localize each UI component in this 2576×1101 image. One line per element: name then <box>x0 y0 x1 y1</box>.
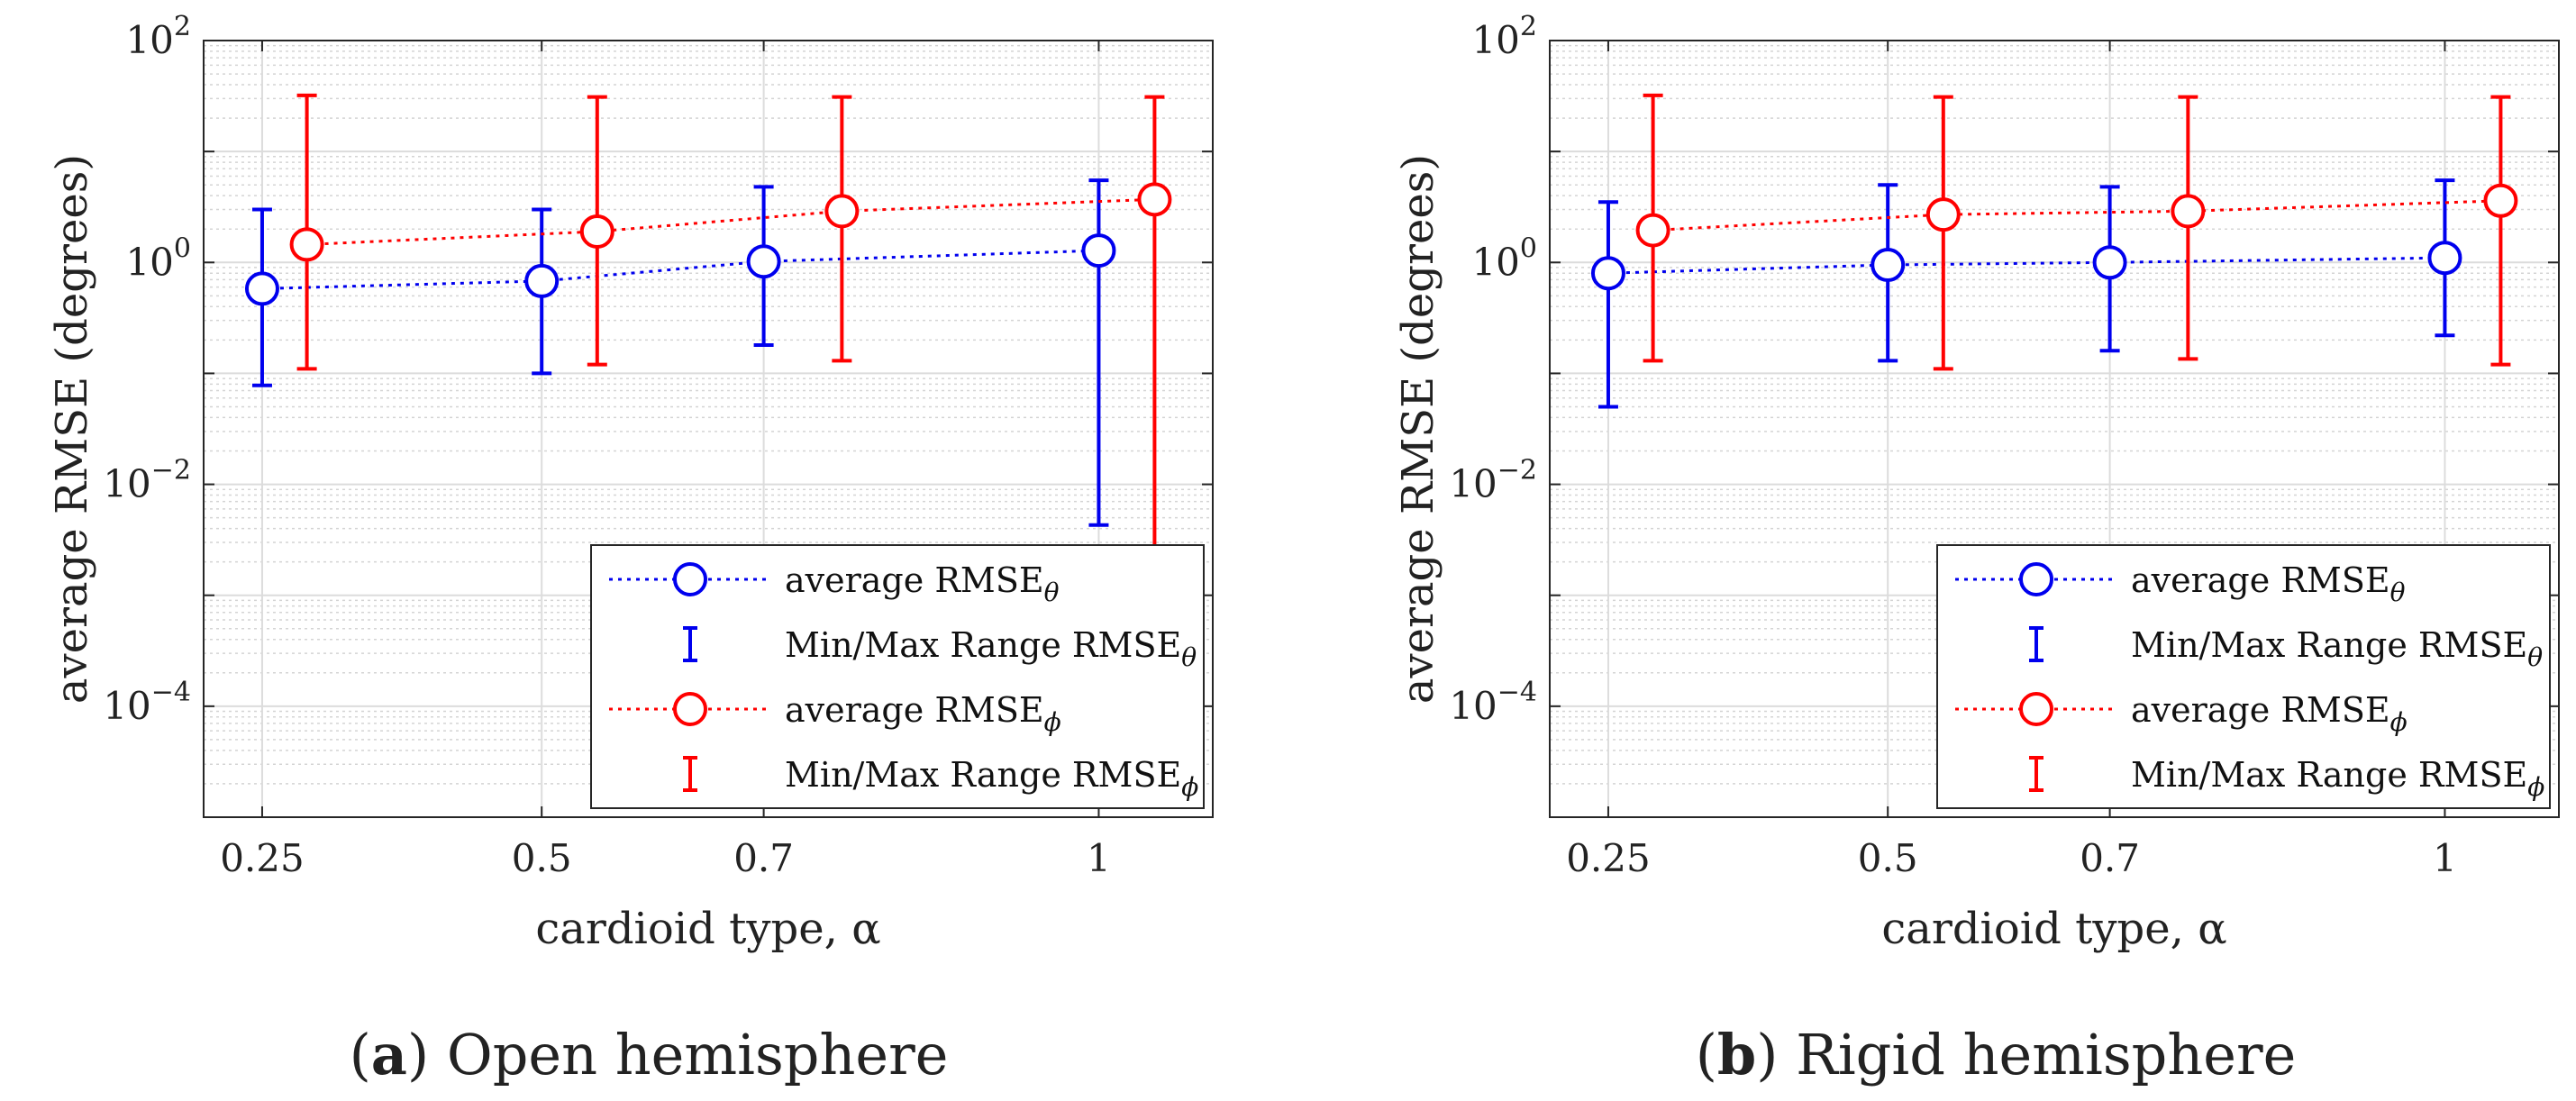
data-point <box>244 271 279 306</box>
legend-entry-label: Min/Max Range RMSEθ <box>2131 625 2543 672</box>
y-tick-label: 100 <box>1471 232 1537 284</box>
data-point <box>2427 241 2462 276</box>
data-point <box>1137 182 1172 217</box>
y-tick-label: 10−4 <box>103 677 191 728</box>
series-line <box>306 197 1155 246</box>
x-tick-label: 0.25 <box>1566 836 1651 880</box>
x-axis-label: cardioid type, α <box>1881 904 2226 954</box>
legend-marker-swatch <box>673 692 707 726</box>
data-point <box>1590 256 1625 291</box>
x-tick-label: 1 <box>1087 836 1111 880</box>
y-tick-label: 102 <box>1471 11 1537 62</box>
x-tick-label: 0.5 <box>512 836 572 880</box>
legend-entry-label: average RMSEϕ <box>2131 690 2408 737</box>
series-phi <box>1635 93 2518 371</box>
x-tick-label: 0.7 <box>733 836 794 880</box>
legend-entry-label: average RMSEθ <box>2131 560 2406 607</box>
y-tick-label: 102 <box>125 11 191 62</box>
series-line <box>261 249 1099 290</box>
series-theta <box>1590 178 2462 409</box>
legend-entry-label: Min/Max Range RMSEθ <box>785 625 1197 672</box>
x-tick-label: 0.5 <box>1858 836 1918 880</box>
x-axis-ticks: 0.25 0.5 0.7 1 <box>220 41 1111 880</box>
x-tick-label: 0.7 <box>2080 836 2140 880</box>
panel-caption: (b) Rigid hemisphere <box>1696 1022 2297 1087</box>
legend: average RMSEθ Min/Max Range RMSEθ average … <box>590 544 1205 809</box>
y-tick-label: 10−2 <box>103 455 191 506</box>
series-line <box>1607 256 2445 275</box>
legend-marker-swatch <box>2019 692 2053 726</box>
y-axis-ticks: 102 100 10−2 10−4 <box>1449 11 2559 818</box>
x-tick-label: 0.25 <box>220 836 305 880</box>
y-tick-label: 10−2 <box>1449 455 1537 506</box>
y-axis-label: average RMSE (degrees) <box>1393 154 1443 704</box>
legend-entry-label: average RMSEθ <box>785 560 1060 607</box>
data-point <box>524 263 560 298</box>
axes-box <box>203 40 1214 818</box>
data-point <box>2483 183 2518 218</box>
series-phi <box>289 93 1172 567</box>
x-axis-label: cardioid type, α <box>535 904 880 954</box>
axes-box <box>1549 40 2560 818</box>
data-point <box>1871 248 1906 283</box>
legend-entry-label: average RMSEϕ <box>785 690 1061 737</box>
data-point <box>1925 197 1961 232</box>
series-line <box>1652 199 2501 232</box>
y-tick-label: 10−4 <box>1449 677 1537 728</box>
data-point <box>746 244 781 279</box>
legend-entry-label: Min/Max Range RMSEϕ <box>2131 755 2544 802</box>
legend: average RMSEθ Min/Max Range RMSEθ average … <box>1936 544 2551 809</box>
data-point <box>1635 213 1670 248</box>
data-point <box>2171 194 2206 229</box>
panel-a: 102 100 10−2 10−4 0.25 0.5 0.7 1 cardioid type, … <box>47 11 1214 1087</box>
data-point <box>2092 245 2127 280</box>
legend-marker-swatch <box>673 562 707 596</box>
y-tick-label: 100 <box>125 232 191 284</box>
data-point <box>579 214 614 249</box>
data-point <box>824 194 860 229</box>
legend-entry-label: Min/Max Range RMSEϕ <box>785 755 1198 802</box>
x-axis-ticks: 0.25 0.5 0.7 1 <box>1566 41 2457 880</box>
y-axis-label: average RMSE (degrees) <box>47 154 97 704</box>
panel-caption: (a) Open hemisphere <box>350 1022 949 1087</box>
x-tick-label: 1 <box>2433 836 2457 880</box>
panel-b: 102 100 10−2 10−4 0.25 0.5 0.7 1 cardioid type, … <box>1393 11 2560 1087</box>
y-axis-ticks: 102 100 10−2 10−4 <box>103 11 1213 818</box>
series-theta <box>244 178 1116 527</box>
legend-marker-swatch <box>2019 562 2053 596</box>
data-point <box>1081 233 1116 268</box>
data-point <box>289 227 324 262</box>
